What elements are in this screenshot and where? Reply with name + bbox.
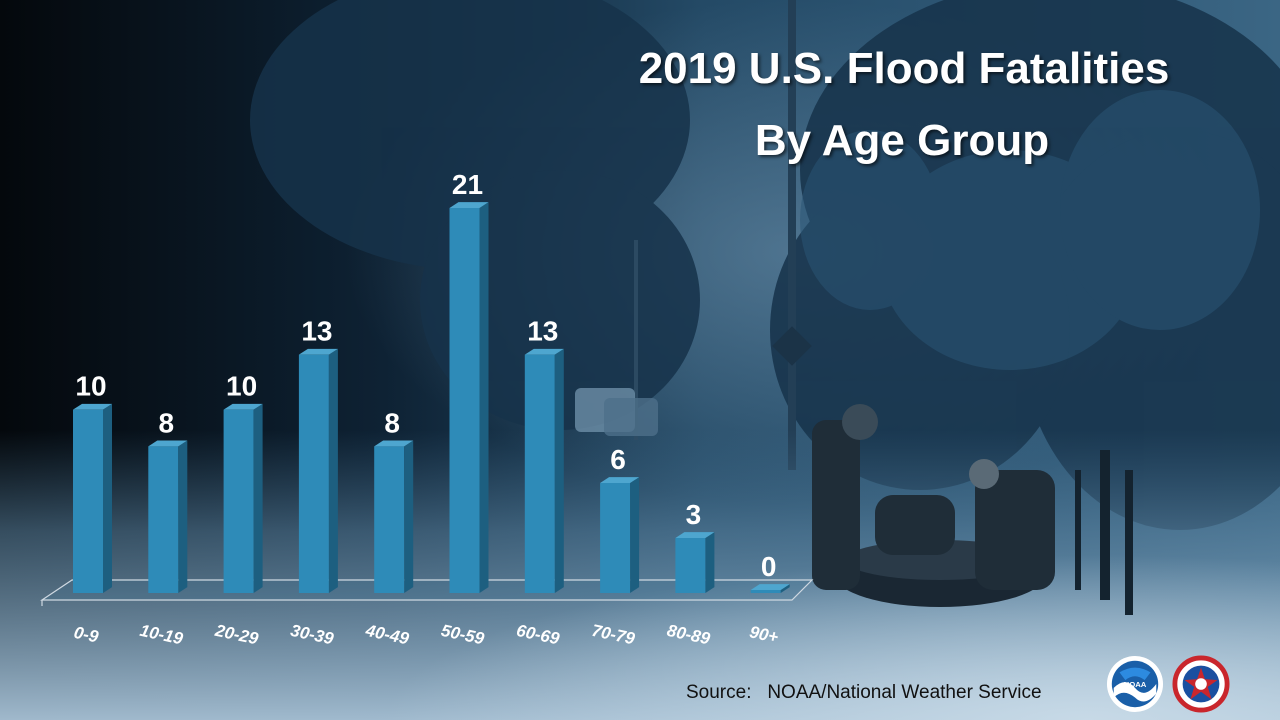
bar-front: [148, 446, 179, 593]
noaa-logo: NOAA: [1106, 655, 1164, 713]
chart-title: 2019 U.S. Flood Fatalities: [638, 44, 1170, 93]
bar-side: [328, 348, 338, 593]
bar-side: [404, 440, 414, 593]
data-label: 10: [226, 371, 257, 402]
bar-40-49: [374, 440, 414, 593]
data-label: 21: [452, 169, 483, 200]
x-tick-label: 90+: [748, 622, 780, 647]
x-tick-label: 40-49: [363, 621, 411, 649]
data-label: 6: [610, 444, 626, 475]
data-label: 3: [686, 499, 702, 530]
bar-side: [630, 477, 640, 593]
source-note: Source: NOAA/National Weather Service: [686, 682, 1042, 703]
bar-top: [524, 348, 564, 355]
bar-front: [750, 590, 781, 593]
bar-front: [524, 354, 555, 593]
bar-60-69: [524, 348, 564, 593]
data-label: 8: [159, 407, 175, 438]
bar-0-9: [73, 403, 112, 593]
x-tick-label: 50-59: [439, 621, 486, 649]
bar-side: [780, 584, 790, 593]
x-tick-label: 60-69: [515, 621, 562, 649]
x-tick-label: 0-9: [72, 623, 101, 647]
bar-series: [73, 202, 790, 593]
bar-top: [148, 440, 188, 447]
bar-70-79: [600, 477, 640, 593]
bar-side: [705, 532, 715, 593]
bar-top: [600, 477, 640, 483]
x-tick-labels: 0-9 10-19 20-29 30-39 40-49 50-59 60-69 70-79 80…: [72, 621, 780, 649]
x-tick-label: 30-39: [289, 621, 336, 649]
bar-side: [253, 403, 263, 593]
data-label: 13: [301, 316, 332, 347]
bar-top: [750, 584, 790, 590]
data-label: 0: [761, 551, 777, 582]
data-label: 10: [75, 371, 106, 402]
bar-side: [479, 202, 489, 593]
bar-front: [298, 354, 329, 593]
bar-top: [374, 440, 414, 447]
data-label: 13: [527, 316, 558, 347]
chart-subtitle: By Age Group: [754, 116, 1050, 165]
bar-top: [73, 403, 112, 410]
x-tick-label: 10-19: [138, 621, 185, 649]
bar-90+: [750, 584, 790, 593]
bar-20-29: [223, 403, 263, 593]
bar-front: [449, 208, 480, 593]
data-label: 8: [384, 407, 400, 438]
bar-top: [449, 202, 489, 208]
bar-side: [178, 440, 188, 593]
bar-top: [675, 532, 715, 538]
bar-side: [554, 348, 564, 593]
bar-50-59: [449, 202, 489, 593]
bar-10-19: [148, 440, 188, 593]
bar-top: [298, 348, 338, 355]
nws-logo: [1172, 655, 1230, 713]
noaa-logo-text: NOAA: [1124, 680, 1147, 689]
x-tick-label: 20-29: [213, 621, 261, 649]
bar-80-89: [675, 532, 715, 593]
bar-front: [73, 409, 103, 593]
data-labels: 10 8 10 13 8 21 13 6 3 0: [75, 169, 776, 582]
bar-top: [223, 403, 263, 410]
bar-side: [103, 403, 112, 593]
bar-front: [223, 409, 254, 593]
x-tick-label: 80-89: [665, 621, 712, 649]
bar-front: [675, 538, 706, 593]
bar-30-39: [298, 348, 338, 593]
x-tick-label: 70-79: [590, 621, 637, 649]
bar-front: [600, 483, 631, 593]
bar-front: [374, 446, 405, 593]
